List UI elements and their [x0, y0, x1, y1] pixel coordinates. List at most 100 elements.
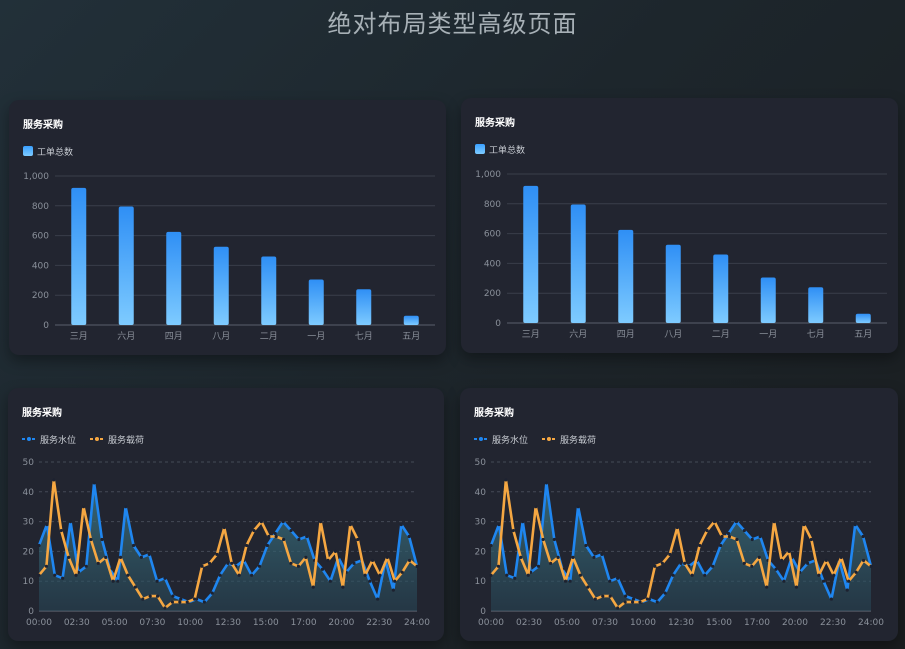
legend-item-work-orders[interactable]: 工单总数 [475, 143, 525, 156]
data-point [170, 600, 175, 604]
legend-item-water-level[interactable]: 服务水位 [474, 433, 528, 446]
data-point [519, 555, 523, 559]
y-tick-label: 600 [32, 232, 49, 242]
panel-title: 服务采购 [22, 408, 62, 419]
data-point [601, 594, 605, 598]
x-tick-label: 七月 [355, 331, 373, 342]
data-point [305, 534, 309, 539]
data-point [252, 528, 256, 533]
y-tick-label: 200 [484, 289, 501, 299]
data-point [368, 579, 372, 583]
data-point [185, 600, 189, 604]
y-tick-label: 50 [23, 458, 35, 468]
data-point [608, 579, 612, 583]
data-point [363, 573, 367, 577]
bar [118, 206, 134, 325]
legend-item-work-orders[interactable]: 工单总数 [23, 145, 73, 158]
y-tick-label: 600 [484, 230, 501, 240]
data-point [794, 585, 799, 589]
chart-legend[interactable]: 工单总数 [475, 142, 525, 156]
data-point [608, 594, 612, 598]
data-point [61, 576, 65, 580]
data-point [178, 600, 182, 604]
chart-legend[interactable]: 服务水位 服务载荷 [474, 432, 596, 446]
data-point [663, 591, 667, 595]
data-point [273, 531, 277, 536]
bar [760, 277, 776, 323]
data-point [67, 555, 71, 559]
y-tick-label: 0 [480, 607, 486, 617]
data-point [735, 537, 739, 542]
x-tick-label: 07:30 [592, 618, 618, 628]
bar [71, 187, 87, 325]
data-point [104, 555, 108, 559]
data-point [257, 564, 262, 568]
data-point [59, 528, 63, 533]
data-point [111, 579, 115, 583]
data-point [854, 570, 858, 574]
data-point [853, 522, 857, 527]
data-point [370, 558, 375, 562]
data-point [289, 561, 293, 565]
data-point [133, 585, 137, 589]
data-point [742, 561, 746, 565]
x-tick-label: 22:30 [366, 618, 392, 628]
data-point [829, 597, 834, 601]
data-point [116, 579, 120, 583]
data-point [45, 522, 49, 527]
data-point [576, 505, 580, 509]
legend-line-swatch-icon [90, 437, 105, 441]
data-point [568, 579, 572, 583]
data-point [222, 525, 226, 530]
y-tick-label: 20 [23, 547, 35, 557]
x-tick-label: 五月 [854, 329, 872, 340]
y-tick-label: 800 [484, 200, 501, 210]
data-point [489, 543, 493, 548]
data-point [489, 573, 493, 577]
x-tick-label: 05:00 [102, 618, 128, 628]
bar [618, 229, 634, 323]
data-point [265, 543, 269, 548]
bar [523, 185, 539, 323]
y-tick-label: 400 [32, 261, 49, 271]
data-point [718, 543, 723, 548]
data-point [824, 558, 828, 562]
data-point [660, 561, 664, 565]
data-point [297, 537, 301, 542]
data-point [147, 552, 151, 556]
data-point [616, 606, 620, 610]
data-point [74, 573, 78, 577]
data-point [571, 555, 575, 559]
data-point [765, 585, 769, 589]
x-tick-label: 五月 [402, 331, 420, 342]
data-point [645, 597, 650, 601]
x-tick-label: 10:00 [177, 618, 203, 628]
x-tick-label: 一月 [759, 329, 777, 340]
data-point [536, 564, 541, 568]
y-tick-label: 400 [484, 259, 501, 269]
data-point [171, 594, 175, 598]
data-point [526, 573, 530, 577]
data-point [521, 520, 525, 524]
chart-legend[interactable]: 工单总数 [23, 144, 73, 158]
data-point [869, 564, 873, 568]
bar [403, 315, 419, 325]
data-point [53, 573, 57, 577]
legend-item-load[interactable]: 服务载荷 [90, 433, 144, 446]
y-tick-label: 40 [23, 488, 35, 498]
data-point [378, 573, 382, 577]
chart-legend[interactable]: 服务水位 服务载荷 [22, 432, 144, 446]
legend-line-swatch-icon [22, 437, 36, 441]
x-tick-label: 15:00 [706, 618, 732, 628]
bar [213, 246, 229, 325]
data-point [348, 522, 352, 527]
legend-item-water-level[interactable]: 服务水位 [22, 433, 76, 446]
x-tick-label: 三月 [70, 331, 88, 342]
data-point [218, 573, 222, 577]
data-point [37, 573, 41, 577]
data-point [100, 537, 104, 542]
legend-item-load[interactable]: 服务载荷 [542, 433, 596, 446]
data-point [193, 597, 197, 601]
x-tick-label: 四月 [617, 329, 635, 340]
data-point [578, 573, 583, 577]
